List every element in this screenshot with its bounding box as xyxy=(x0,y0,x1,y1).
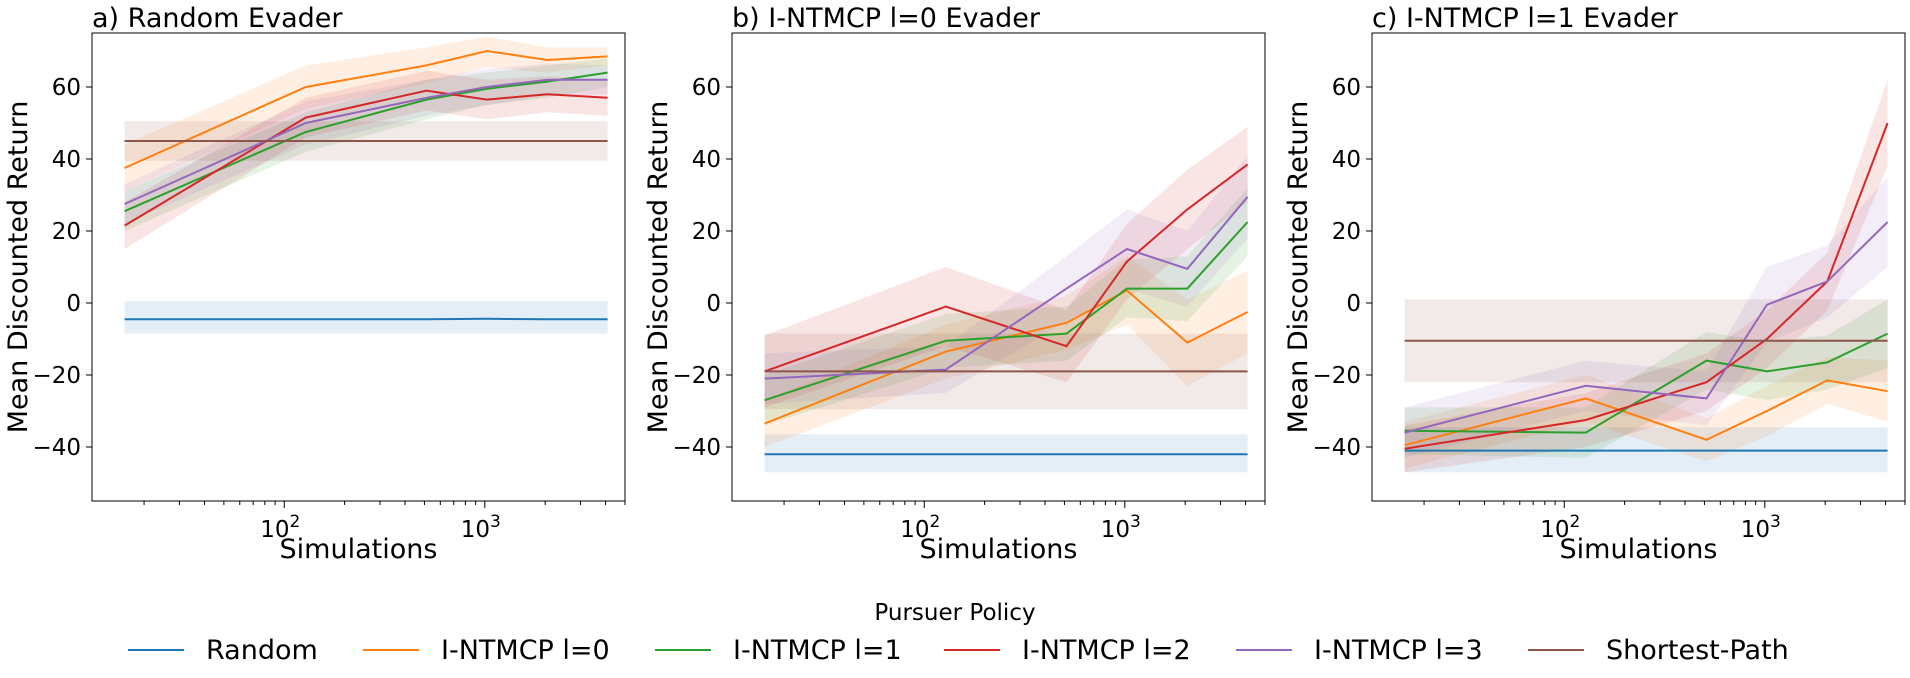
y-tick-label: 20 xyxy=(692,219,721,245)
series-line-i-ntmcp-l-1 xyxy=(1404,332,1889,434)
x-tick-label: 103 xyxy=(1101,512,1141,543)
x-axis-label: Simulations xyxy=(920,534,1078,565)
legend-entry-intmcp-l0: I-NTMCP l=0 xyxy=(363,630,610,670)
band-i-ntmcp-l-1 xyxy=(764,187,1248,426)
chart-panel-2: −40 −20 0 20 40 60 102 103 b) I-NTMCP l=0 Evader… xyxy=(643,3,1266,565)
band-i-ntmcp-l-0 xyxy=(764,256,1248,447)
x-tick-label: 102 xyxy=(260,512,300,543)
legend-swatch-random xyxy=(128,649,184,651)
band-random xyxy=(124,301,608,334)
y-tick-label: 40 xyxy=(1332,147,1361,173)
series-line-i-ntmcp-l-3 xyxy=(124,78,608,205)
y-axis-label: Mean Discounted Return xyxy=(1283,101,1314,434)
y-axis-label: Mean Discounted Return xyxy=(643,101,674,434)
legend-swatch-intmcp-l0 xyxy=(363,649,419,651)
axes-frame xyxy=(91,32,626,502)
y-tick-label: 60 xyxy=(52,75,81,101)
legend-title: Pursuer Policy xyxy=(874,600,1036,626)
y-tick-label: 0 xyxy=(66,291,81,317)
legend-label-shortest-path: Shortest-Path xyxy=(1606,634,1789,666)
band-i-ntmcp-l-0 xyxy=(124,36,608,192)
y-tick-label: 40 xyxy=(692,147,721,173)
legend-swatch-intmcp-l3 xyxy=(1236,649,1292,651)
series-line-i-ntmcp-l-1 xyxy=(764,221,1249,402)
y-tick-label: 40 xyxy=(52,147,81,173)
y-tick-label: −40 xyxy=(32,435,81,461)
band-i-ntmcp-l-3 xyxy=(124,63,608,224)
legend-entry-intmcp-l3: I-NTMCP l=3 xyxy=(1236,630,1483,670)
axes-frame xyxy=(731,32,1266,502)
legend-swatch-shortest-path xyxy=(1528,649,1584,651)
chart-title: a) Random Evader xyxy=(92,3,343,34)
series-line-i-ntmcp-l-0 xyxy=(1404,379,1888,447)
y-tick-label: 60 xyxy=(1332,75,1361,101)
chart-title: b) I-NTMCP l=0 Evader xyxy=(732,3,1041,34)
y-tick-label: 60 xyxy=(692,75,721,101)
y-axis-label: Mean Discounted Return xyxy=(3,101,34,434)
y-tick-label: 20 xyxy=(1332,219,1361,245)
series-line-i-ntmcp-l-2 xyxy=(764,163,1249,373)
y-tick-label: 0 xyxy=(706,291,721,317)
legend-entry-random: Random xyxy=(128,630,318,670)
y-tick-label: −40 xyxy=(672,435,721,461)
y-tick-label: −20 xyxy=(1312,363,1361,389)
band-i-ntmcp-l-2 xyxy=(764,126,1248,408)
x-tick-label: 103 xyxy=(1741,512,1781,543)
chart-title: c) I-NTMCP l=1 Evader xyxy=(1372,3,1679,34)
legend-label-intmcp-l3: I-NTMCP l=3 xyxy=(1314,634,1483,666)
band-i-ntmcp-l-3 xyxy=(1404,177,1888,458)
band-i-ntmcp-l-1 xyxy=(124,58,608,232)
x-tick-label: 103 xyxy=(461,512,501,543)
chart-panel-1: −40 −20 0 20 40 60 102 103 a) Random Evader Simul… xyxy=(3,3,626,565)
band-i-ntmcp-l-1 xyxy=(1404,299,1888,458)
series-line-i-ntmcp-l-0 xyxy=(764,289,1249,425)
legend-swatch-intmcp-l2 xyxy=(944,649,1000,651)
axes-frame xyxy=(1371,32,1906,502)
y-tick-label: 20 xyxy=(52,219,81,245)
x-axis-label: Simulations xyxy=(1560,534,1718,565)
legend: Pursuer Policy Random I-NTMCP l=0 I-NTMC… xyxy=(0,600,1910,678)
y-tick-label: −40 xyxy=(1312,435,1361,461)
legend-entry-shortest-path: Shortest-Path xyxy=(1528,630,1789,670)
series-line-i-ntmcp-l-0 xyxy=(124,49,608,169)
band-i-ntmcp-l-3 xyxy=(764,155,1248,404)
band-i-ntmcp-l-2 xyxy=(124,70,608,249)
x-tick-label: 102 xyxy=(900,512,940,543)
legend-label-intmcp-l1: I-NTMCP l=1 xyxy=(733,634,902,666)
legend-row: Random I-NTMCP l=0 I-NTMCP l=1 I-NTMCP l… xyxy=(0,630,1910,670)
series-line-i-ntmcp-l-2 xyxy=(1404,122,1889,450)
series-line-i-ntmcp-l-3 xyxy=(1404,221,1889,434)
band-i-ntmcp-l-0 xyxy=(1404,357,1888,469)
legend-label-intmcp-l2: I-NTMCP l=2 xyxy=(1022,634,1191,666)
chart-panel-3: −40 −20 0 20 40 60 102 103 c) I-NTMCP l=1 Evader… xyxy=(1283,3,1906,565)
y-tick-label: −20 xyxy=(32,363,81,389)
legend-label-random: Random xyxy=(206,634,318,666)
legend-swatch-intmcp-l1 xyxy=(655,649,711,651)
legend-entry-intmcp-l2: I-NTMCP l=2 xyxy=(944,630,1191,670)
y-tick-label: 0 xyxy=(1346,291,1361,317)
x-axis-label: Simulations xyxy=(280,534,438,565)
legend-entry-intmcp-l1: I-NTMCP l=1 xyxy=(655,630,902,670)
y-tick-label: −20 xyxy=(672,363,721,389)
x-tick-label: 102 xyxy=(1540,512,1580,543)
legend-label-intmcp-l0: I-NTMCP l=0 xyxy=(441,634,610,666)
